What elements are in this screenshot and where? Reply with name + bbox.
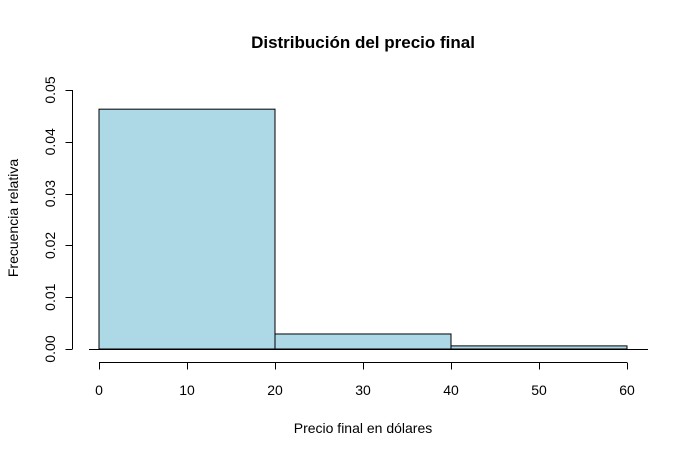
x-tick-label-5: 50 bbox=[531, 382, 547, 398]
y-tick-label-3: 0.03 bbox=[42, 180, 58, 207]
x-tick-label-2: 20 bbox=[267, 382, 283, 398]
x-tick-label-6: 60 bbox=[619, 382, 635, 398]
x-axis-label: Precio final en dólares bbox=[294, 420, 433, 436]
bars-group bbox=[89, 108, 648, 350]
y-tick-label-1: 0.01 bbox=[42, 283, 58, 310]
y-axis-label: Frecuencia relativa bbox=[5, 159, 21, 277]
x-tick-label-3: 30 bbox=[355, 382, 371, 398]
x-axis: 0 10 20 30 40 50 60 bbox=[95, 362, 635, 398]
y-tick-label-0: 0.00 bbox=[42, 335, 58, 362]
histogram-bar-1 bbox=[274, 333, 452, 350]
x-tick-label-1: 10 bbox=[179, 382, 195, 398]
y-tick-label-2: 0.02 bbox=[42, 232, 58, 259]
y-tick-label-4: 0.04 bbox=[42, 128, 58, 155]
histogram-bar-2 bbox=[450, 345, 628, 350]
x-tick-label-4: 40 bbox=[443, 382, 459, 398]
x-tick-label-0: 0 bbox=[95, 382, 103, 398]
y-axis: 0.00 0.01 0.02 0.03 0.04 0.05 bbox=[42, 76, 73, 363]
y-tick-label-5: 0.05 bbox=[42, 76, 58, 103]
chart-title: Distribución del precio final bbox=[251, 33, 475, 52]
histogram-bar-0 bbox=[98, 108, 276, 350]
